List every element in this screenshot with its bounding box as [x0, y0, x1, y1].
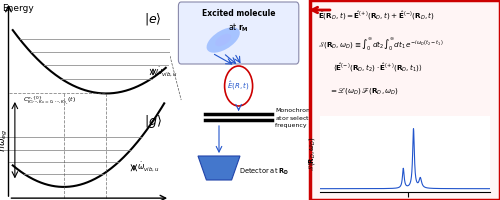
Text: $C^{e,\{0\}}_{K_1\cdots,K_u=0,\cdots,K_{n_\nu}}(t)$: $C^{e,\{0\}}_{K_1\cdots,K_u=0,\cdots,K_{…	[24, 94, 76, 107]
Text: $\mathscr{S}(\mathbf{R}_D,\omega_D) \equiv \int_0^\infty dt_2 \int_0^\infty dt_1: $\mathscr{S}(\mathbf{R}_D,\omega_D) \equ…	[318, 36, 443, 53]
Text: at $\mathbf{r_M}$: at $\mathbf{r_M}$	[228, 22, 249, 34]
Text: Energy: Energy	[2, 4, 34, 13]
Polygon shape	[198, 156, 240, 180]
Text: $|g\rangle$: $|g\rangle$	[144, 113, 162, 130]
Text: $\dot{\omega}_{vib,u}$: $\dot{\omega}_{vib,u}$	[155, 65, 178, 79]
Text: $\hat{E}(R,t)$: $\hat{E}(R,t)$	[228, 80, 250, 92]
Text: $\dot{\omega}_{vib,u}$: $\dot{\omega}_{vib,u}$	[137, 161, 160, 174]
Y-axis label: $\mathscr{S}(\mathbf{R}_D,\omega_D)$: $\mathscr{S}(\mathbf{R}_D,\omega_D)$	[307, 137, 317, 171]
Text: $|e\rangle$: $|e\rangle$	[144, 11, 162, 27]
Ellipse shape	[206, 27, 240, 53]
Text: Monochrom-
ator selects $\omega_D$
frequency light: Monochrom- ator selects $\omega_D$ frequ…	[275, 108, 324, 128]
FancyBboxPatch shape	[178, 2, 299, 64]
FancyBboxPatch shape	[310, 0, 500, 200]
Text: $\hbar\omega_{eg}$: $\hbar\omega_{eg}$	[0, 128, 10, 152]
Text: Excited molecule: Excited molecule	[202, 9, 276, 19]
Ellipse shape	[215, 34, 231, 46]
Text: $\langle\hat{\mathbf{E}}^{(-)}(\mathbf{R}_D,t_2)\cdot\hat{\mathbf{E}}^{(+)}(\mat: $\langle\hat{\mathbf{E}}^{(-)}(\mathbf{R…	[333, 62, 422, 74]
Text: $= \mathscr{L}(\omega_D)\,\mathscr{F}(\mathbf{R}_D,\omega_D)$: $= \mathscr{L}(\omega_D)\,\mathscr{F}(\m…	[329, 86, 399, 96]
Text: $\hat{\mathbf{E}}(\mathbf{R}_D,t) = \hat{\mathbf{E}}^{(+)}(\mathbf{R}_D,t) + \ha: $\hat{\mathbf{E}}(\mathbf{R}_D,t) = \hat…	[318, 10, 434, 22]
Text: Detector at $\mathbf{R_D}$: Detector at $\mathbf{R_D}$	[238, 167, 289, 177]
